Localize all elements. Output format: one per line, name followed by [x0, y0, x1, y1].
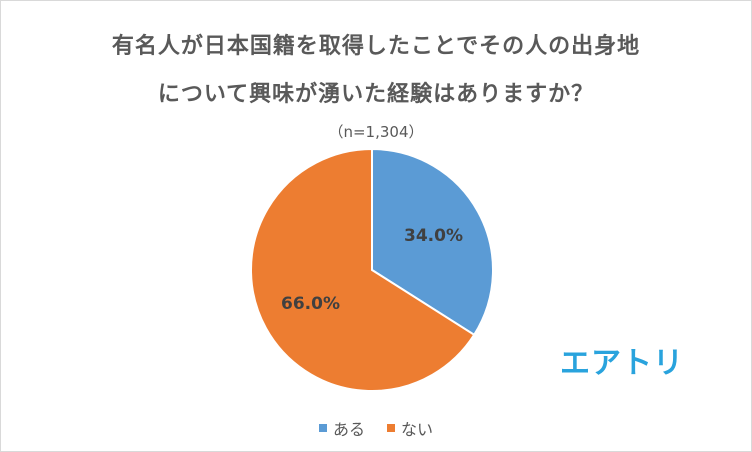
chart-title-line1: 有名人が日本国籍を取得したことでその人の出身地 [111, 34, 641, 59]
legend-item-nai: ない [387, 416, 433, 440]
pie-data-labels: 34.0% 66.0% [281, 226, 463, 314]
data-label-nai: 66.0% [281, 294, 340, 314]
legend: ある ない [0, 416, 752, 440]
legend-label-aru: ある [332, 420, 365, 439]
legend-swatch-aru [318, 424, 327, 432]
pie-slices [250, 147, 494, 392]
legend-item-aru: ある [318, 416, 365, 440]
pie-slice-nai [250, 147, 476, 392]
airtrip-logo: エアトリ [560, 346, 684, 381]
legend-swatch-nai [387, 424, 395, 432]
legend-label-nai: ない [401, 420, 434, 439]
data-label-aru: 34.0% [404, 226, 463, 246]
chart-subtitle: （n=1,304） [328, 123, 424, 141]
chart-title-line2: について興味が湧いた経験はありますか？ [157, 82, 595, 107]
